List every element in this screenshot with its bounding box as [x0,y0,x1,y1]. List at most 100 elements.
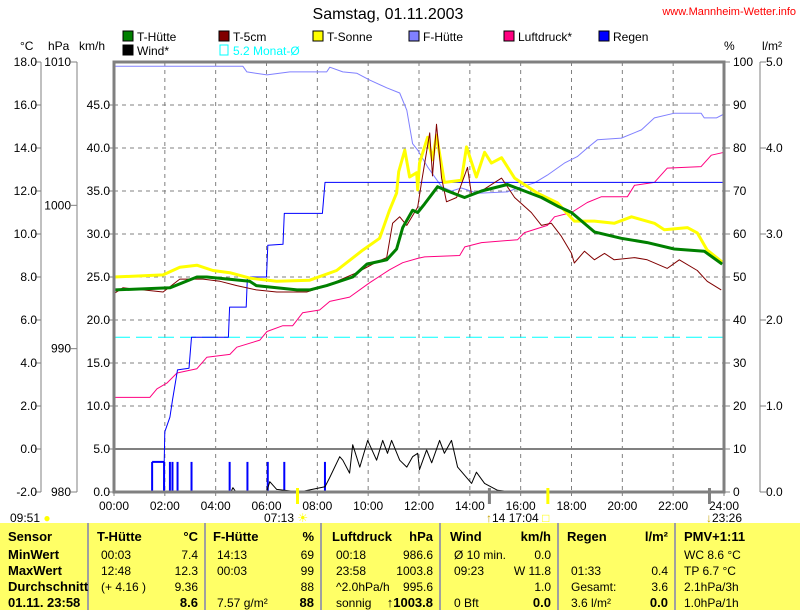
t-h-tte-time-cell: (+ 4.16 ) [101,580,147,594]
moonrise-arrow-icon: ↑ [486,511,492,525]
series-f-h-tte [114,65,725,194]
luftdruck-time-cell: sonnig [336,596,372,610]
celsius-tick-label: 16.0 [14,98,38,112]
legend-swatch-icon [503,30,515,42]
legend-label: Wind* [137,44,169,58]
percent-tick-label: 90 [733,98,747,112]
luftdruck-unit: hPa [409,529,433,544]
f-h-tte-value-cell: 99 [300,564,314,578]
sun-icon: ☀ [297,511,309,525]
percent-tick-label: 50 [733,270,747,284]
moonset-time: 09:51 ● [10,511,51,525]
pmv-header: PMV+1:11 [684,529,746,544]
x-tick-label: 20:00 [607,499,637,513]
luftdruck-time-cell: 00:18 [336,548,367,562]
wind-header: Wind [450,529,482,544]
luftdruck-time-cell: 23:58 [336,564,367,578]
regen-value-cell: 0.0 [649,595,668,610]
percent-tick-label: 60 [733,227,747,241]
celsius-tick-label: 18.0 [14,55,38,69]
celsius-tick-label: 12.0 [14,184,38,198]
celsius-tick-label: 14.0 [14,141,38,155]
luftdruck-value-cell: 986.6 [402,548,433,562]
luftdruck-value-cell: 1003.8 [396,564,433,578]
series-t-sonne [113,133,724,283]
percent-tick-label: 30 [733,356,747,370]
site-url-link[interactable]: www.Mannheim-Wetter.info [662,6,796,18]
celsius-tick-label: 4.0 [20,356,37,370]
luftdruck-value-cell: 995.6 [402,580,433,594]
regen-value-cell: 0.4 [651,564,668,578]
unit-label-lm2: l/m² [762,39,782,53]
rain-tick-label: 1.0 [766,399,783,413]
percent-tick-label: 100 [733,55,753,69]
sunset-icon: □ [542,511,550,525]
kmh-tick-label: 40.0 [87,141,111,155]
sensor-row-label: MaxWert [8,563,62,578]
sensor-row-label: 01.11. 23:58 [8,595,81,610]
legend-swatch-icon [218,30,230,42]
x-tick-label: 12:00 [404,499,434,513]
wind-unit: km/h [520,529,551,544]
celsius-tick-label: -2.0 [16,485,37,499]
luftdruck-column: Luftdruck hPa 00:18 986.6 23:58 1003.8 ^2.0hPa… [324,523,441,610]
pmv-row: WC 8.6 °C [684,548,741,562]
unit-label-hpa: hPa [48,39,70,53]
celsius-tick-label: 6.0 [20,313,37,327]
t-h-tte-time-cell: 12:48 [101,564,132,578]
t-h-tte-value-cell: 9.36 [174,580,198,594]
pmv-row: TP 6.7 °C [684,564,736,578]
luftdruck-time-cell: ^2.0hPa/h [336,580,390,594]
series-luftdruck- [114,151,725,398]
t-h-tte-unit: °C [183,529,198,544]
x-tick-label: 18:00 [556,499,586,513]
legend-label: Luftdruck* [518,30,572,44]
regen-time-cell: Gesamt: [571,580,617,594]
regen-header: Regen [567,529,607,544]
rain-tick-label: 2.0 [766,313,783,327]
rain-tick-label: 5.0 [766,55,783,69]
moonrise-sunset-time: ↑14 17:04 □ [486,511,550,525]
regen-value-cell: 3.6 [651,580,668,594]
x-tick-label: 24:00 [709,499,739,513]
regen-column: Regen l/m² 01:33 0.4 Gesamt: 3.6 3.6 l/m² 0.0 [559,523,676,610]
x-tick-label: 04:00 [201,499,231,513]
pmv-column: PMV+1:11 WC 8.6 °C TP 6.7 °C 2.1hPa/3h 1.0hP… [676,523,800,610]
regen-time-cell: 3.6 l/m² [571,596,612,610]
percent-tick-label: 80 [733,141,747,155]
pmv-row: 1.0hPa/1h [684,596,739,610]
chart-title: Samstag, 01.11.2003 [312,6,464,23]
percent-tick-label: 40 [733,313,747,327]
legend-label: Regen [613,30,648,44]
luftdruck-header: Luftdruck [332,529,392,544]
sensor-row-label: Durchschnitt [8,579,89,594]
legend-label: T-5cm [233,30,266,44]
legend-label: T-Hütte [137,30,177,44]
legend-swatch-icon [219,44,229,56]
legend-label: 5.2 Monat-Ø [233,44,300,58]
weather-chart: 00:00 02:00 04:00 06:00 08:00 10:00 12:00 14:00… [14,30,783,513]
kmh-tick-label: 0.0 [93,485,110,499]
kmh-tick-label: 15.0 [87,356,111,370]
pmv-row: 2.1hPa/3h [684,580,739,594]
t-h-tte-time-cell: 00:03 [101,548,132,562]
f-h-tte-time-cell: 14:13 [217,548,248,562]
hpa-tick-label: 1000 [44,198,71,212]
wind-value-cell: 1.0 [534,580,551,594]
f-h-tte-time-cell: 00:03 [217,564,248,578]
percent-tick-label: 20 [733,399,747,413]
x-tick-label: 02:00 [150,499,180,513]
wind-value-cell: W 11.8 [513,564,551,578]
hpa-tick-label: 1010 [44,55,71,69]
kmh-tick-label: 10.0 [87,399,111,413]
f-h-tte-unit: % [302,529,314,544]
sensor-row-label: MinWert [8,547,60,562]
legend-label: T-Sonne [327,30,373,44]
f-h-tte-value-cell: 88 [299,595,314,610]
f-h-tte-value-cell: 69 [300,548,314,562]
legend-swatch-icon [408,30,420,42]
celsius-tick-label: 8.0 [20,270,37,284]
t-h-tte-value-cell: 12.3 [174,564,198,578]
luftdruck-value-cell: ↑1003.8 [386,595,433,610]
unit-label-c: °C [20,39,34,53]
